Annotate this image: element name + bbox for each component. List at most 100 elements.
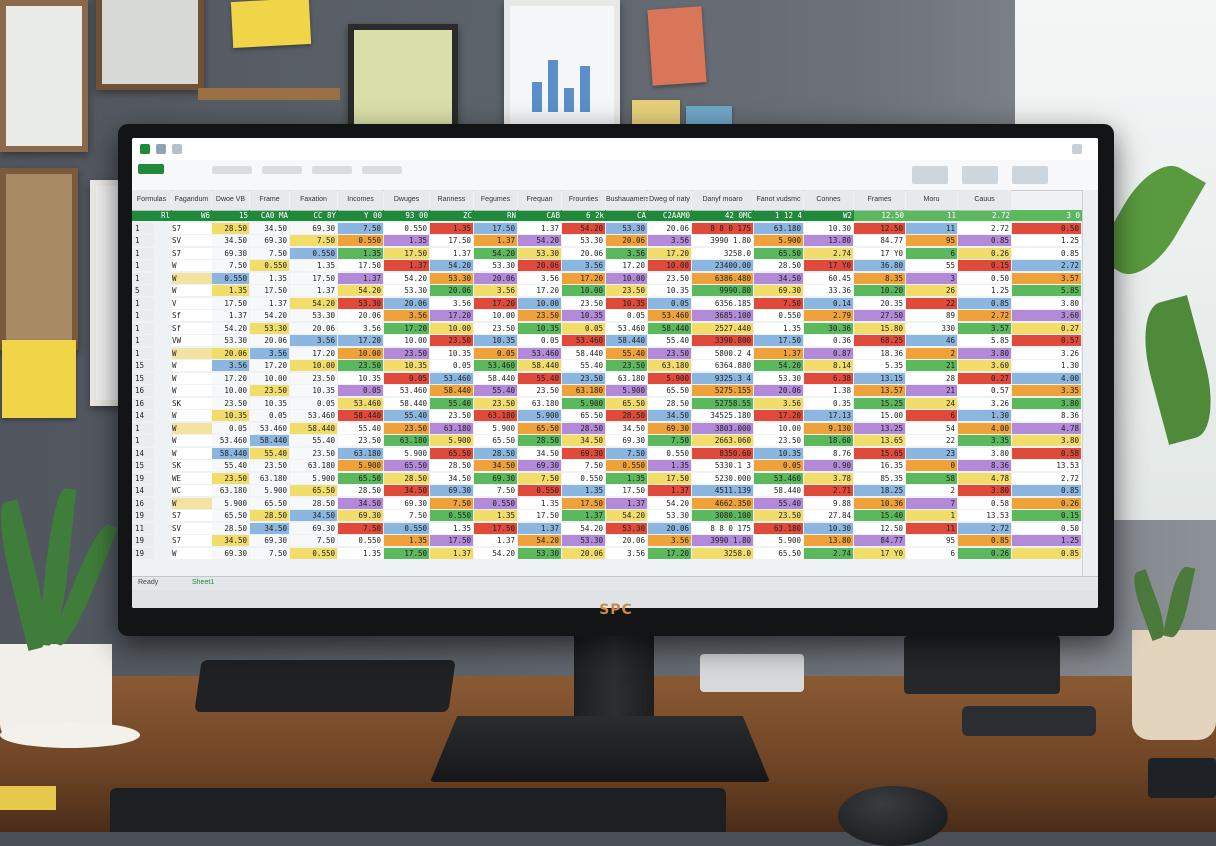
table-cell[interactable]: 23.50 (518, 385, 561, 396)
table-cell[interactable]: 17.20 (430, 310, 473, 321)
table-cell[interactable]: 10.35 (606, 297, 647, 309)
table-cell[interactable]: 0.27 (958, 372, 1011, 384)
table-cell[interactable]: 1.35 (474, 510, 517, 521)
table-cell[interactable]: 65.50 (384, 460, 429, 471)
table-cell[interactable]: 5330.1 3 (692, 460, 753, 471)
table-cell[interactable]: 65.50 (290, 485, 337, 496)
vertical-scrollbar[interactable] (1082, 190, 1098, 576)
table-cell[interactable]: 8.36 (958, 460, 1011, 471)
table-cell[interactable]: 58 (906, 472, 957, 484)
table-cell[interactable]: 54.20 (518, 535, 561, 546)
table-cell[interactable]: 55.40 (474, 385, 517, 396)
table-cell[interactable]: 23 (906, 447, 957, 459)
table-cell[interactable]: 17.50 (474, 222, 517, 234)
table-cell[interactable]: S7 (172, 222, 212, 234)
table-cell[interactable]: 55.40 (518, 372, 561, 384)
table-cell[interactable]: 1.35 (338, 247, 383, 259)
table-cell[interactable]: 10.00 (474, 310, 517, 321)
table-cell[interactable]: 55.40 (754, 497, 803, 509)
table-cell[interactable]: Sf (172, 310, 212, 321)
table-cell[interactable]: 13.25 (854, 422, 905, 434)
table-cell[interactable]: 22 (906, 435, 957, 446)
column-header[interactable]: Dwoe VB (212, 190, 249, 211)
table-cell[interactable]: 58.440 (250, 435, 289, 446)
table-cell[interactable]: 63.180 (474, 410, 517, 421)
table-cell[interactable]: 63.180 (518, 397, 561, 409)
table-cell[interactable]: 3258.0 (692, 247, 753, 259)
table-cell[interactable]: 18.36 (854, 347, 905, 359)
table-cell[interactable]: 63.180 (338, 447, 383, 459)
table-cell[interactable]: 1.35 (384, 235, 429, 246)
table-cell[interactable]: 7 (906, 497, 957, 509)
table-cell[interactable]: 23.50 (430, 410, 473, 421)
table-cell[interactable]: 12.50 (854, 222, 905, 234)
table-cell[interactable]: 63.180 (648, 360, 691, 371)
table-cell[interactable]: 13.15 (854, 372, 905, 384)
table-cell[interactable]: 23.50 (384, 347, 429, 359)
table-cell[interactable]: 34.50 (474, 460, 517, 471)
table-cell[interactable]: 0.85 (1012, 547, 1081, 559)
table-cell[interactable]: 69.30 (474, 472, 517, 484)
table-cell[interactable]: 54.20 (474, 247, 517, 259)
table-cell[interactable]: 55.40 (212, 460, 249, 471)
table-cell[interactable]: 58.440 (212, 447, 249, 459)
table-cell[interactable]: 69.30 (754, 285, 803, 296)
table-cell[interactable]: 15.00 (854, 410, 905, 421)
table-cell[interactable]: 21 (906, 385, 957, 396)
table-cell[interactable]: 65.50 (338, 472, 383, 484)
table-cell[interactable]: 55 (906, 260, 957, 271)
table-cell[interactable]: 95 (906, 535, 957, 546)
header-data-cell[interactable]: 11 (906, 210, 958, 221)
header-data-cell[interactable]: RN (474, 210, 518, 221)
table-cell[interactable]: 20.06 (606, 235, 647, 246)
table-cell[interactable]: 34.50 (606, 422, 647, 434)
row-number[interactable]: 1 (132, 235, 154, 246)
table-cell[interactable]: 17.50 (562, 497, 605, 509)
table-cell[interactable]: 13.53 (1012, 460, 1081, 471)
table-cell[interactable]: 68.25 (854, 335, 905, 346)
table-cell[interactable]: 20.35 (854, 297, 905, 309)
table-cell[interactable]: 4.78 (1012, 422, 1081, 434)
table-cell[interactable]: 17.50 (250, 285, 289, 296)
table-cell[interactable]: 0.05 (384, 372, 429, 384)
table-cell[interactable]: 58.440 (754, 485, 803, 496)
table-cell[interactable]: 55.40 (338, 422, 383, 434)
table-cell[interactable]: 54.20 (754, 360, 803, 371)
table-cell[interactable]: 23.50 (754, 510, 803, 521)
header-data-cell[interactable]: C2AAM0 (648, 210, 692, 221)
header-data-cell[interactable]: 3 0 (1012, 210, 1082, 221)
table-cell[interactable]: 17.50 (606, 485, 647, 496)
table-cell[interactable]: 1.35 (212, 285, 249, 296)
column-header[interactable]: Frequan (518, 190, 561, 211)
table-cell[interactable]: 18.25 (854, 485, 905, 496)
table-cell[interactable]: 0.85 (958, 535, 1011, 546)
table-cell[interactable]: 69.30 (212, 247, 249, 259)
column-header[interactable]: Dwuges (384, 190, 429, 211)
table-cell[interactable]: 3.56 (474, 285, 517, 296)
table-cell[interactable]: 20.06 (648, 522, 691, 534)
toolbar-button-icon[interactable] (262, 166, 302, 174)
table-cell[interactable]: 53.30 (518, 247, 561, 259)
column-header[interactable]: Frounties (562, 190, 605, 211)
table-cell[interactable]: 5.35 (854, 360, 905, 371)
excel-app-icon[interactable] (140, 144, 150, 154)
table-cell[interactable]: 0.05 (518, 335, 561, 346)
toolbar-button-icon[interactable] (1012, 166, 1048, 184)
row-number[interactable]: 1 (132, 322, 154, 334)
table-cell[interactable]: 5.900 (338, 460, 383, 471)
table-cell[interactable]: 10.00 (606, 272, 647, 284)
table-cell[interactable]: 21 (906, 360, 957, 371)
table-cell[interactable]: 5.900 (474, 422, 517, 434)
table-cell[interactable]: 89 (906, 310, 957, 321)
table-cell[interactable]: 54.20 (518, 235, 561, 246)
table-cell[interactable]: 3080.100 (692, 510, 753, 521)
table-cell[interactable]: 1 (906, 510, 957, 521)
table-cell[interactable]: 5.900 (212, 497, 249, 509)
table-cell[interactable]: 17.20 (290, 347, 337, 359)
column-header[interactable]: Frames (854, 190, 905, 211)
table-cell[interactable]: 53.30 (518, 547, 561, 559)
table-cell[interactable]: W (172, 260, 212, 271)
table-cell[interactable]: 95 (906, 235, 957, 246)
row-number[interactable]: 1 (132, 297, 154, 309)
table-cell[interactable]: 34.50 (648, 410, 691, 421)
